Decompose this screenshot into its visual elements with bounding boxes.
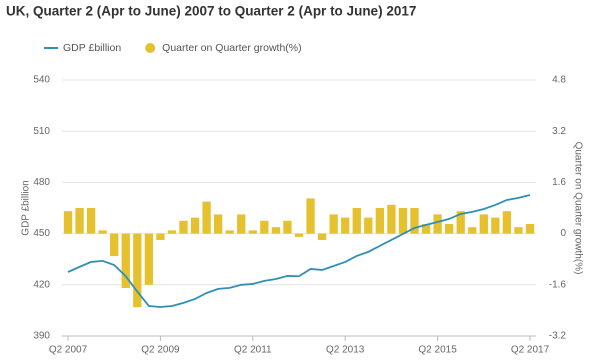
bar — [202, 201, 211, 234]
x-tick-label: Q2 2007 — [49, 345, 88, 356]
legend-label: GDP £billion — [63, 42, 121, 54]
y2-tick-label: 4.8 — [552, 75, 566, 86]
bar — [294, 233, 304, 237]
bar — [306, 198, 315, 234]
y-tick-label: 420 — [33, 279, 50, 290]
bar — [75, 208, 84, 234]
y2-tick-label: -3.2 — [549, 331, 567, 342]
y2-tick-label: 1.6 — [552, 177, 566, 188]
bar — [468, 227, 477, 234]
bar — [514, 227, 523, 234]
bar — [248, 230, 257, 234]
bar — [144, 233, 154, 285]
x-tick-label: Q2 2011 — [234, 345, 272, 356]
bar — [317, 233, 327, 240]
bar — [479, 214, 488, 234]
bar — [167, 230, 177, 234]
y-tick-label: 510 — [33, 126, 50, 137]
x-tick-label: Q2 2017 — [511, 345, 550, 356]
bar — [133, 233, 142, 308]
bar — [121, 233, 130, 288]
bar — [63, 211, 73, 234]
y-axis-label: GDP £billion — [21, 180, 32, 235]
bar — [352, 208, 361, 234]
y2-tick-label: 0 — [560, 228, 566, 239]
bar — [329, 214, 338, 234]
chart-title: UK, Quarter 2 (Apr to June) 2007 to Quar… — [6, 4, 416, 19]
bar — [156, 233, 165, 240]
bar — [444, 224, 454, 234]
bar — [237, 214, 246, 234]
bar — [398, 208, 408, 234]
bar — [225, 230, 234, 234]
x-tick-label: Q2 2015 — [418, 345, 457, 356]
y-tick-label: 450 — [33, 228, 50, 239]
bar — [364, 217, 373, 234]
line — [67, 194, 531, 308]
bar — [213, 214, 223, 234]
bar — [421, 224, 431, 234]
bar — [491, 217, 500, 234]
bar — [341, 217, 350, 234]
bar — [271, 227, 281, 234]
legend-label: Quarter on Quarter growth(%) — [162, 42, 301, 54]
y2-tick-label: -1.6 — [549, 279, 567, 290]
bar — [387, 204, 396, 234]
bar — [410, 208, 419, 234]
y-tick-label: 540 — [33, 75, 50, 86]
y-tick-label: 390 — [33, 331, 50, 342]
y2-tick-label: 3.2 — [552, 126, 566, 137]
bar — [110, 233, 119, 256]
bar — [179, 220, 188, 234]
bar — [525, 224, 535, 234]
bar — [86, 208, 96, 234]
bar — [260, 220, 269, 234]
bar — [433, 214, 442, 234]
x-tick-label: Q2 2013 — [326, 345, 365, 356]
bar — [98, 230, 107, 234]
bar — [502, 211, 512, 234]
bar — [190, 217, 200, 234]
bar — [283, 220, 292, 234]
bar — [375, 208, 385, 234]
bar — [456, 211, 465, 234]
y-tick-label: 480 — [33, 177, 50, 188]
legend-swatch — [145, 43, 156, 53]
y2-axis-label: Quarter on Quarter growth(%) — [572, 142, 583, 275]
x-tick-label: Q2 2009 — [141, 345, 180, 356]
